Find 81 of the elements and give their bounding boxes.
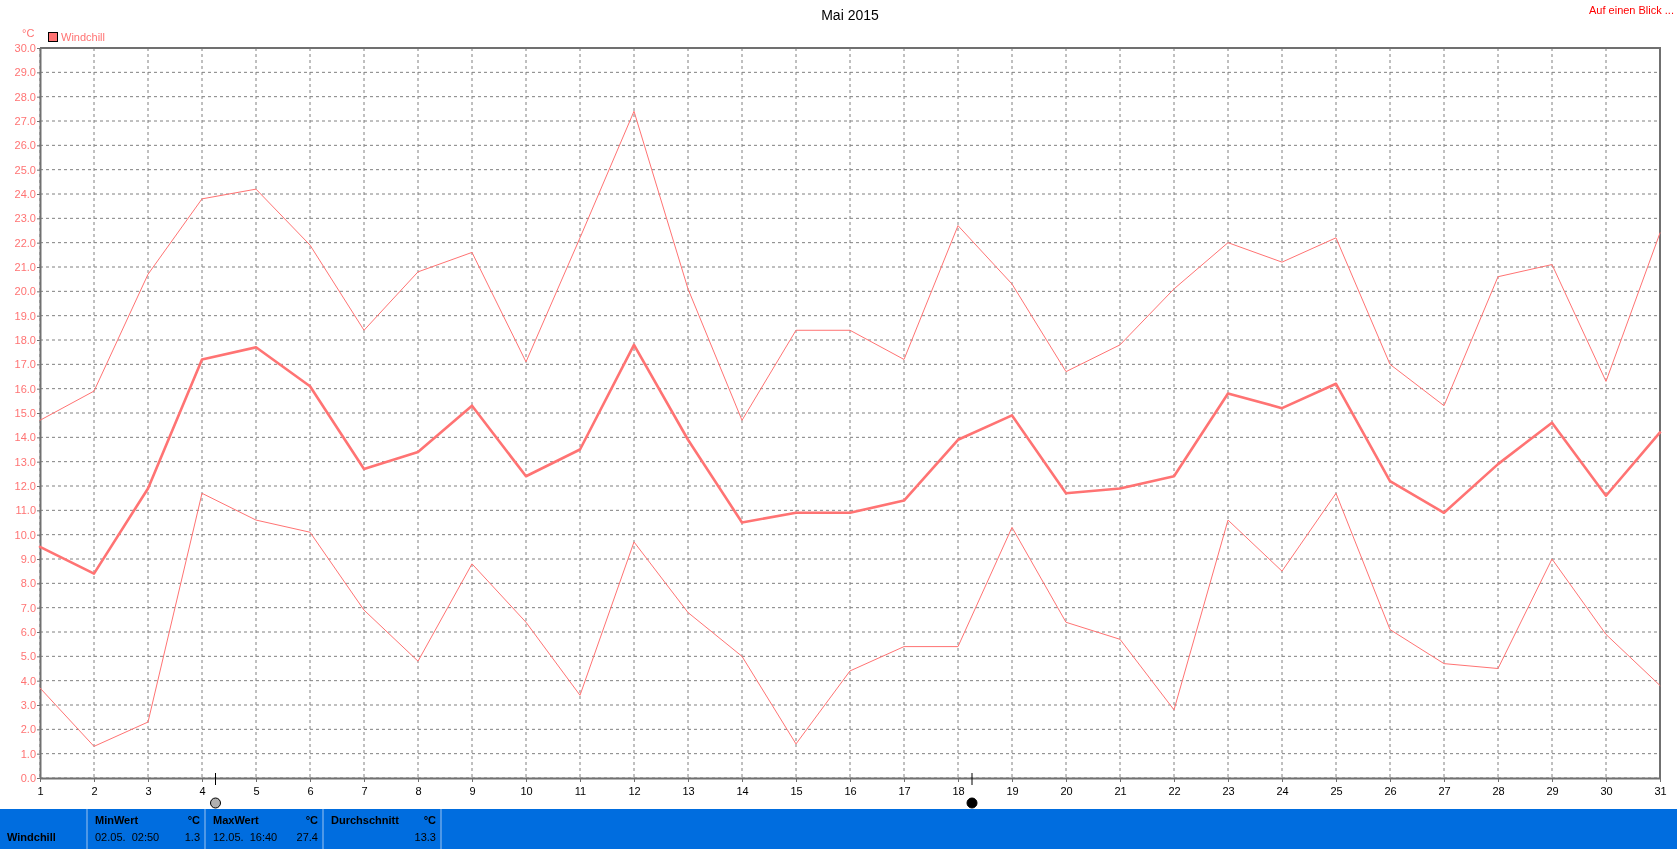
text: 12.05. 16:40	[213, 831, 278, 843]
y-tick-label: 4.0	[20, 674, 36, 687]
y-tick-label: 2.0	[20, 723, 36, 736]
x-tick-label: 8	[415, 784, 422, 797]
y-tick-label: 21.0	[14, 261, 36, 274]
y-tick-label: 14.0	[14, 431, 36, 444]
y-tick-label: 11.0	[15, 504, 36, 517]
y-tick-label: 12.0	[14, 480, 36, 493]
line-series	[39, 110, 1661, 421]
y-tick-label: 10.0	[14, 528, 36, 541]
y-tick-label: 25.0	[14, 163, 36, 176]
y-tick-label: 29.0	[14, 66, 36, 79]
x-tick-label: 19	[1006, 784, 1019, 797]
text: 13.3	[414, 831, 436, 843]
x-tick-label: 3	[145, 784, 152, 797]
x-tick-label: 2	[91, 784, 98, 797]
y-tick-label: 16.0	[14, 382, 36, 395]
x-tick-label: 31	[1654, 784, 1667, 797]
y-tick-label: 5.0	[20, 650, 36, 663]
x-tick-label: 25	[1330, 784, 1343, 797]
x-tick-label: 7	[361, 784, 368, 797]
y-tick-label: 15.0	[14, 407, 36, 420]
text: 27.4	[296, 831, 318, 843]
x-tick-label: 15	[790, 784, 803, 797]
legend-label: Windchill	[61, 31, 106, 43]
x-tick-label: 30	[1600, 784, 1613, 797]
y-tick-label: 20.0	[14, 285, 36, 298]
y-tick-label: 6.0	[20, 626, 36, 639]
text: °C	[423, 814, 437, 826]
x-tick-label: 9	[469, 784, 476, 797]
y-tick-label: 19.0	[14, 309, 36, 322]
x-tick-label: 12	[628, 784, 641, 797]
x-tick-label: 20	[1060, 784, 1073, 797]
y-tick-label: 26.0	[14, 139, 36, 152]
y-axis-title: °C	[22, 27, 35, 39]
text: MinWert	[95, 814, 139, 826]
text: Auf einen Blick ...	[1589, 4, 1674, 16]
x-tick-label: 22	[1168, 784, 1181, 797]
y-tick-label: 24.0	[14, 188, 36, 201]
y-tick-label: 28.0	[14, 90, 36, 103]
y-tick-label: 9.0	[20, 553, 36, 566]
x-tick-label: 4	[199, 784, 206, 797]
x-tick-label: 10	[520, 784, 533, 797]
y-tick-label: 1.0	[20, 747, 36, 760]
y-tick-label: 13.0	[14, 455, 36, 468]
y-tick-label: 7.0	[20, 601, 36, 614]
y-tick-label: 0.0	[20, 772, 36, 785]
x-tick-label: 28	[1492, 784, 1505, 797]
x-tick-label: 26	[1384, 784, 1397, 797]
text: Windchill	[7, 831, 56, 843]
y-tick-label: 22.0	[14, 236, 36, 249]
y-tick-label: 3.0	[20, 699, 36, 712]
text: 1.3	[184, 831, 200, 843]
x-tick-label: 14	[736, 784, 749, 797]
line-series	[38, 343, 1662, 575]
text: °C	[305, 814, 319, 826]
x-tick-label: 24	[1276, 784, 1289, 797]
line-series	[39, 492, 1661, 747]
text: 02.05. 02:50	[95, 831, 160, 843]
x-tick-label: 16	[844, 784, 857, 797]
x-tick-label: 11	[574, 784, 587, 797]
x-tick-label: 17	[898, 784, 911, 797]
x-tick-label: 29	[1546, 784, 1559, 797]
x-tick-label: 18	[952, 784, 965, 797]
x-tick-label: 21	[1114, 784, 1127, 797]
text: Durchschnitt	[331, 814, 400, 826]
text: MaxWert	[213, 814, 259, 826]
y-tick-label: 8.0	[20, 577, 36, 590]
y-tick-label: 17.0	[14, 358, 36, 371]
x-tick-label: 27	[1438, 784, 1451, 797]
y-tick-label: 23.0	[14, 212, 36, 225]
x-tick-label: 6	[307, 784, 314, 797]
chart-title: Mai 2015	[821, 7, 880, 23]
x-tick-label: 23	[1222, 784, 1235, 797]
text: °C	[187, 814, 201, 826]
y-tick-label: 27.0	[14, 115, 36, 128]
x-tick-label: 5	[253, 784, 260, 797]
y-tick-label: 30.0	[14, 42, 36, 55]
x-tick-label: 1	[37, 784, 44, 797]
y-tick-label: 18.0	[14, 334, 36, 347]
x-tick-label: 13	[682, 784, 695, 797]
